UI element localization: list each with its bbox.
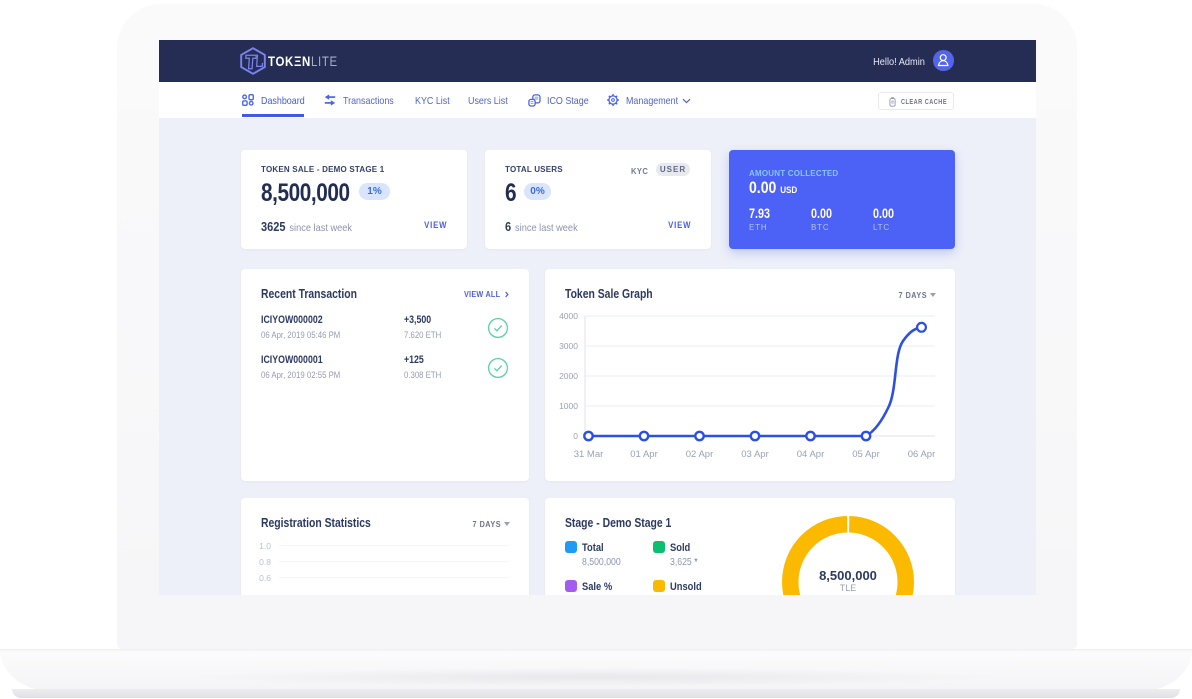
svg-text:04 Apr: 04 Apr — [797, 449, 824, 460]
svg-text:0: 0 — [573, 431, 578, 441]
svg-text:1000: 1000 — [559, 401, 578, 411]
svg-text:01 Apr: 01 Apr — [630, 449, 657, 460]
svg-text:06 Apr: 06 Apr — [908, 449, 935, 460]
svg-text:31 Mar: 31 Mar — [574, 449, 604, 460]
svg-text:3000: 3000 — [559, 341, 578, 351]
svg-text:4000: 4000 — [559, 311, 578, 321]
svg-text:05 Apr: 05 Apr — [852, 449, 879, 460]
svg-text:03 Apr: 03 Apr — [741, 449, 768, 460]
svg-text:02 Apr: 02 Apr — [686, 449, 713, 460]
svg-text:2000: 2000 — [559, 371, 578, 381]
